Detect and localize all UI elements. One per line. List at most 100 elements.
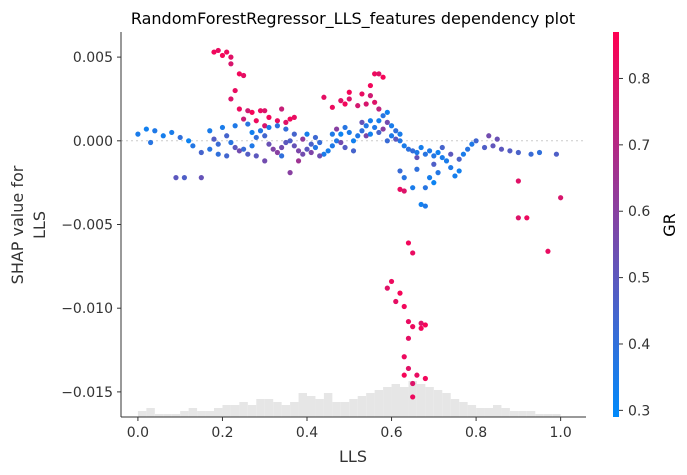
data-point xyxy=(329,104,335,110)
data-point xyxy=(431,180,437,186)
histogram-bar xyxy=(433,390,443,417)
histogram-bar xyxy=(535,414,544,417)
data-point xyxy=(342,101,348,107)
data-point xyxy=(295,148,302,154)
data-point xyxy=(304,131,310,137)
data-point xyxy=(312,144,319,151)
data-point xyxy=(350,148,357,154)
data-point xyxy=(405,240,412,246)
data-point xyxy=(418,144,424,151)
data-point xyxy=(414,154,420,161)
data-point xyxy=(325,148,331,154)
data-point xyxy=(215,47,221,54)
data-point xyxy=(388,278,395,285)
data-point xyxy=(452,173,458,179)
data-point xyxy=(190,143,196,149)
data-point xyxy=(528,151,534,157)
data-point xyxy=(465,146,471,152)
histogram-bar xyxy=(391,384,400,417)
data-point xyxy=(410,250,416,256)
colorbar xyxy=(613,32,619,417)
y-tick-label: 0.005 xyxy=(73,50,113,66)
histogram-bar xyxy=(374,390,384,417)
data-point xyxy=(363,101,369,107)
data-point xyxy=(439,144,445,151)
data-point xyxy=(228,54,234,60)
data-point xyxy=(186,138,192,144)
data-point xyxy=(380,113,386,119)
colorbar-ticks: 0.3 0.4 0.5 0.6 0.7 0.8 xyxy=(619,71,650,419)
data-point xyxy=(329,131,335,137)
data-point xyxy=(333,138,340,144)
data-point xyxy=(173,175,179,181)
data-point xyxy=(236,148,242,154)
data-point xyxy=(257,128,264,134)
data-point xyxy=(367,93,374,99)
data-point xyxy=(350,138,357,144)
data-point xyxy=(169,129,175,136)
data-point xyxy=(262,158,268,164)
histogram-bar xyxy=(543,414,553,417)
histogram-bar xyxy=(307,396,316,417)
data-point xyxy=(228,139,234,146)
histogram xyxy=(137,381,561,417)
histogram-bar xyxy=(281,405,291,417)
histogram-bar xyxy=(214,408,223,417)
data-point xyxy=(219,124,226,131)
data-point xyxy=(490,143,496,149)
data-point xyxy=(266,124,272,131)
data-point xyxy=(486,133,492,139)
data-point xyxy=(418,201,424,208)
data-point xyxy=(372,124,378,131)
histogram-bar xyxy=(450,399,460,417)
data-point xyxy=(262,108,268,114)
data-point xyxy=(431,153,437,159)
data-point xyxy=(380,74,386,80)
data-point xyxy=(558,195,564,201)
data-point xyxy=(397,290,403,296)
histogram-bar xyxy=(459,402,468,417)
data-point xyxy=(355,133,361,139)
data-point xyxy=(181,175,188,181)
histogram-bar xyxy=(400,387,409,417)
data-point xyxy=(376,71,382,77)
y-tick-label: −0.005 xyxy=(61,218,113,234)
data-point xyxy=(376,129,382,136)
x-tick-label: 0.8 xyxy=(465,425,487,441)
data-point xyxy=(143,126,149,132)
data-point xyxy=(253,134,259,141)
data-point xyxy=(338,131,344,137)
data-point xyxy=(329,143,335,149)
data-point xyxy=(232,87,238,94)
data-point xyxy=(401,188,407,194)
data-point xyxy=(456,168,462,174)
data-point xyxy=(249,109,255,115)
data-point xyxy=(240,116,247,122)
data-point xyxy=(536,149,543,156)
data-point xyxy=(198,175,204,181)
histogram-bar xyxy=(180,411,189,417)
data-point xyxy=(346,96,352,102)
data-point xyxy=(376,118,382,124)
data-point xyxy=(283,126,289,132)
data-point xyxy=(160,133,166,139)
data-point xyxy=(279,153,285,159)
histogram-bar xyxy=(188,408,198,417)
data-point xyxy=(317,139,323,146)
data-point xyxy=(198,149,204,156)
data-point xyxy=(384,138,390,144)
data-point xyxy=(152,128,158,134)
y-tick-label: 0.000 xyxy=(73,134,113,150)
data-point xyxy=(274,118,281,124)
data-point xyxy=(211,136,217,142)
data-point xyxy=(401,175,407,181)
x-tick-label: 0.0 xyxy=(127,425,149,441)
histogram-bar xyxy=(256,399,265,417)
histogram-bar xyxy=(137,411,147,417)
data-point xyxy=(405,335,412,341)
data-point xyxy=(405,146,412,152)
data-point xyxy=(279,106,285,112)
data-point xyxy=(401,372,407,378)
data-point xyxy=(410,380,416,387)
data-point xyxy=(219,52,226,59)
